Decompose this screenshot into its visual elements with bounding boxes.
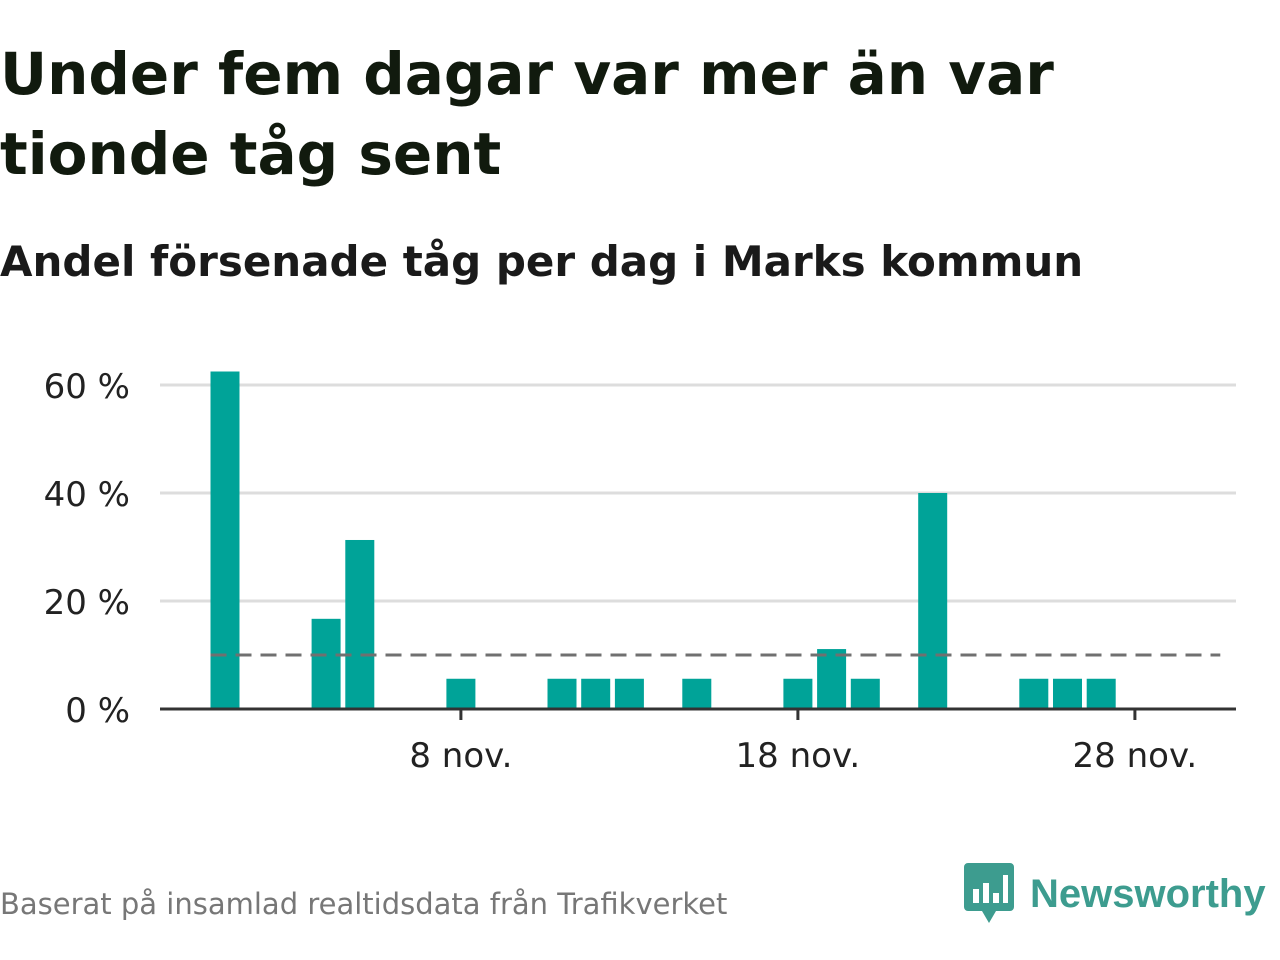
y-tick-label: 60 % bbox=[44, 367, 130, 407]
x-tick-label: 28 nov. bbox=[1073, 736, 1198, 776]
bar bbox=[345, 539, 375, 709]
bar bbox=[311, 618, 341, 709]
brand-logo: Newsworthy bbox=[964, 862, 1266, 926]
newsworthy-logo-icon bbox=[964, 863, 1014, 923]
y-tick-label: 20 % bbox=[44, 583, 130, 623]
bar bbox=[446, 678, 476, 709]
bar bbox=[1019, 678, 1049, 709]
brand-name: Newsworthy bbox=[1030, 871, 1266, 916]
bar bbox=[817, 649, 847, 709]
bar bbox=[918, 493, 948, 709]
bar bbox=[682, 678, 712, 709]
bar bbox=[850, 678, 880, 709]
bar bbox=[547, 678, 577, 709]
axes: 0 % 20 % 40 % 60 % 8 nov. 18 nov. 28 nov. bbox=[44, 367, 1236, 776]
bar bbox=[210, 371, 240, 709]
chart-title: Under fem dagar var mer än var tionde tå… bbox=[0, 40, 1054, 188]
y-tick-label: 0 % bbox=[65, 691, 130, 731]
bar bbox=[614, 678, 644, 709]
x-tick-label: 8 nov. bbox=[409, 736, 512, 776]
grid-lines bbox=[160, 383, 1236, 603]
y-tick-label: 40 % bbox=[44, 475, 130, 515]
bar bbox=[1086, 678, 1116, 709]
bars bbox=[210, 371, 1116, 709]
x-tick-label: 18 nov. bbox=[736, 736, 861, 776]
bar-chart: 0 % 20 % 40 % 60 % 8 nov. 18 nov. 28 nov. bbox=[44, 367, 1236, 776]
bar bbox=[783, 678, 813, 709]
bar bbox=[581, 678, 611, 709]
source-note: Baserat på insamlad realtidsdata från Tr… bbox=[0, 887, 728, 921]
bar bbox=[1053, 678, 1082, 709]
chart-subtitle: Andel försenade tåg per dag i Marks komm… bbox=[0, 237, 1084, 286]
